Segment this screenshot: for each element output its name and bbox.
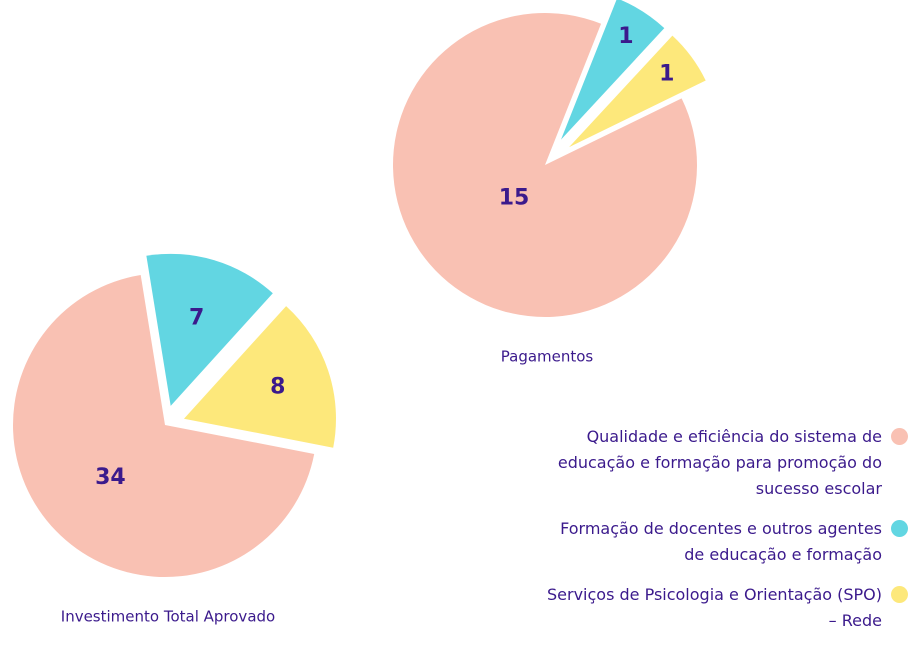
legend-label: Serviços de Psicologia e Orientação (SPO… — [546, 585, 882, 630]
pie-slice — [569, 35, 706, 148]
pie-slice — [146, 253, 273, 406]
slice-label: 34 — [95, 465, 126, 490]
slice-label: 15 — [499, 185, 530, 210]
legend-item: Formação de docentes e outros agentes de… — [540, 516, 908, 568]
page: 34 7 8 Investimento Total Aprovado 15 1 1 Pagam… — [12, 0, 908, 630]
pie-slice — [12, 274, 315, 578]
legend-swatch — [891, 428, 908, 445]
legend-item: Qualidade e eficiência do sistema de edu… — [540, 424, 908, 502]
slice-label: 8 — [270, 375, 285, 400]
chart-title: Investimento Total Aprovado — [61, 608, 275, 626]
chart-title: Pagamentos — [501, 348, 594, 366]
slice-label: 1 — [618, 24, 633, 49]
legend-swatch — [891, 586, 908, 603]
charts: 34 7 8 Investimento Total Aprovado 15 1 1 Pagam… — [12, 0, 706, 626]
pie-slice — [393, 13, 698, 318]
legend-item: Serviços de Psicologia e Orientação (SPO… — [540, 582, 908, 634]
legend-label: Formação de docentes e outros agentes de… — [560, 519, 882, 564]
pie-slice — [561, 0, 665, 140]
slice-label: 7 — [189, 305, 204, 330]
legend-label: Qualidade e eficiência do sistema de edu… — [557, 427, 882, 498]
legend-swatch — [891, 520, 908, 537]
pie-slice — [183, 306, 336, 448]
legend: Qualidade e eficiência do sistema de edu… — [540, 424, 908, 648]
slice-label: 1 — [659, 62, 674, 87]
